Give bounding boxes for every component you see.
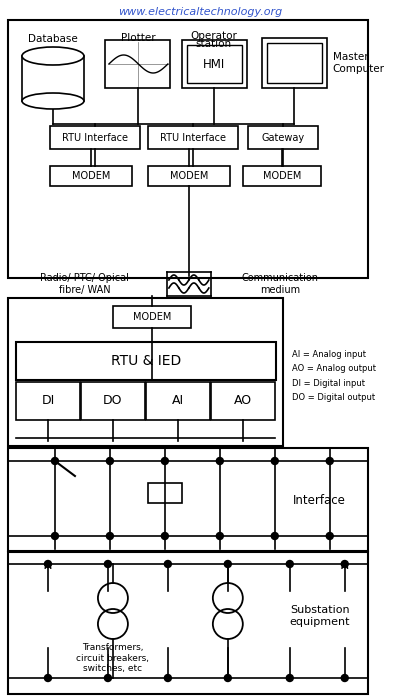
Bar — [81, 382, 145, 420]
Bar — [262, 38, 327, 88]
Text: Operator: Operator — [190, 31, 237, 41]
Circle shape — [286, 674, 293, 681]
Text: MODEM: MODEM — [133, 312, 171, 322]
Text: DO: DO — [103, 395, 123, 407]
Text: AI: AI — [172, 395, 184, 407]
Text: Communication
medium: Communication medium — [241, 274, 318, 295]
Bar — [105, 40, 170, 88]
Bar — [187, 45, 242, 83]
Text: DI: DI — [41, 395, 54, 407]
Bar — [8, 552, 368, 694]
Text: Transformers,
circuit breakers,
switches, etc: Transformers, circuit breakers, switches… — [76, 643, 150, 673]
Bar — [22, 56, 84, 101]
Circle shape — [224, 674, 231, 681]
Circle shape — [286, 560, 293, 567]
Circle shape — [164, 560, 171, 567]
Bar — [267, 43, 322, 83]
Circle shape — [164, 674, 171, 681]
Text: AO: AO — [234, 395, 252, 407]
Bar — [16, 382, 80, 420]
Circle shape — [326, 532, 333, 539]
Circle shape — [216, 457, 223, 464]
Bar — [211, 382, 275, 420]
Circle shape — [271, 532, 278, 539]
Ellipse shape — [130, 461, 250, 541]
Bar — [16, 342, 276, 380]
Text: Radio/ PTC/ Opical
fibre/ WAN: Radio/ PTC/ Opical fibre/ WAN — [40, 274, 129, 295]
Circle shape — [341, 560, 348, 567]
Bar — [248, 126, 318, 149]
Text: HMI: HMI — [203, 58, 225, 70]
Ellipse shape — [22, 93, 84, 109]
Bar — [146, 382, 210, 420]
Bar — [148, 126, 238, 149]
Circle shape — [52, 532, 58, 539]
Circle shape — [271, 457, 278, 464]
Bar — [8, 20, 368, 278]
Text: Database: Database — [28, 34, 78, 44]
Bar — [8, 448, 368, 551]
Circle shape — [161, 457, 168, 464]
Text: RTU & IED: RTU & IED — [111, 354, 181, 368]
Bar — [148, 483, 182, 503]
Text: AI = Analog input
AO = Analog output
DI = Digital input
DO = Digital output: AI = Analog input AO = Analog output DI … — [292, 349, 376, 402]
Circle shape — [216, 532, 223, 539]
Text: RTU Interface: RTU Interface — [160, 133, 226, 143]
Circle shape — [326, 457, 333, 464]
Bar — [182, 40, 247, 88]
Text: www.electricaltechnology.org: www.electricaltechnology.org — [118, 7, 282, 17]
Text: station: station — [196, 39, 232, 49]
Text: Interface: Interface — [293, 494, 346, 507]
Ellipse shape — [22, 47, 84, 65]
Circle shape — [224, 560, 231, 567]
Circle shape — [106, 532, 114, 539]
Text: RTU Interface: RTU Interface — [62, 133, 128, 143]
Text: Plotter: Plotter — [120, 33, 155, 43]
Bar — [50, 126, 140, 149]
Bar — [148, 166, 230, 186]
Text: MODEM: MODEM — [72, 171, 110, 181]
Bar — [243, 166, 321, 186]
Bar — [113, 306, 191, 328]
Circle shape — [106, 457, 114, 464]
Text: Gateway: Gateway — [261, 133, 304, 143]
Circle shape — [341, 674, 348, 681]
Text: Substation
equipment: Substation equipment — [290, 606, 350, 627]
Text: Master
Computer: Master Computer — [333, 52, 385, 74]
Circle shape — [44, 560, 52, 567]
Bar — [8, 298, 283, 446]
Text: MODEM: MODEM — [263, 171, 301, 181]
Circle shape — [104, 674, 112, 681]
Ellipse shape — [135, 571, 265, 661]
Circle shape — [44, 674, 52, 681]
Circle shape — [104, 560, 112, 567]
Circle shape — [52, 457, 58, 464]
Text: MODEM: MODEM — [170, 171, 208, 181]
Circle shape — [161, 532, 168, 539]
Bar — [50, 166, 132, 186]
